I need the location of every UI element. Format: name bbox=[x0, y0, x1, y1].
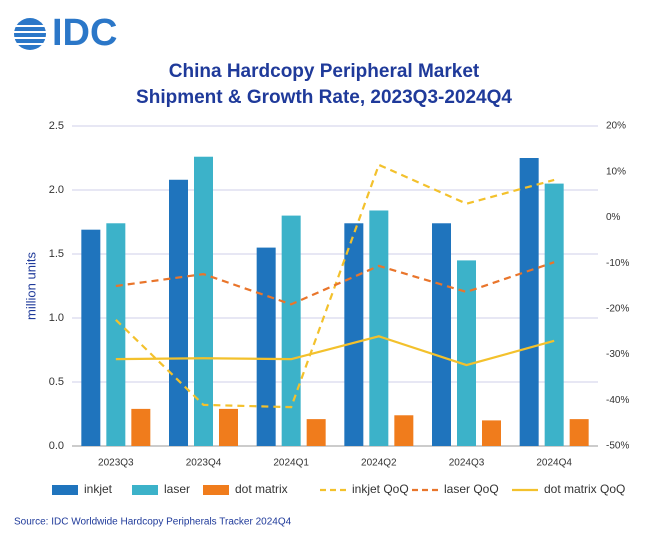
x-tick-label: 2024Q4 bbox=[536, 458, 572, 469]
bar bbox=[81, 229, 101, 446]
legend-label: inkjet bbox=[84, 482, 113, 496]
bar bbox=[256, 247, 276, 446]
logo-text: IDC bbox=[52, 12, 117, 54]
source: Source: IDC Worldwide Hardcopy Periphera… bbox=[14, 517, 292, 528]
y-tick-label: 1.5 bbox=[49, 248, 64, 260]
chart-title: China Hardcopy Peripheral Market bbox=[169, 61, 480, 82]
bar bbox=[194, 156, 213, 446]
y-tick-label: 2.5 bbox=[49, 120, 64, 132]
x-tick-label: 2024Q1 bbox=[273, 458, 309, 469]
y2-tick-label: 10% bbox=[606, 166, 626, 177]
y-tick-label: 2.0 bbox=[49, 184, 64, 196]
y-tick-label: 0.0 bbox=[49, 440, 64, 452]
line bbox=[115, 261, 555, 306]
legend-swatch bbox=[132, 485, 158, 495]
legend-swatch bbox=[203, 485, 229, 495]
x-tick-label: 2024Q2 bbox=[361, 458, 397, 469]
logo-globe bbox=[14, 18, 46, 50]
y2-tick-label: -30% bbox=[606, 349, 629, 360]
line bbox=[115, 335, 555, 367]
bar bbox=[544, 183, 564, 446]
y2-tick-label: -40% bbox=[606, 395, 629, 406]
y2-tick-label: 0% bbox=[606, 212, 621, 223]
y2-tick-label: 20% bbox=[606, 121, 626, 132]
bar bbox=[482, 420, 501, 446]
legend-label: dot matrix QoQ bbox=[544, 482, 625, 496]
legend-label: dot matrix bbox=[235, 482, 288, 496]
bar bbox=[106, 223, 126, 446]
bar bbox=[519, 158, 539, 446]
y2-tick-label: -10% bbox=[606, 258, 629, 269]
bar bbox=[306, 419, 326, 446]
legend-swatch bbox=[52, 485, 78, 495]
bar bbox=[281, 215, 301, 446]
legend-label: laser bbox=[164, 482, 190, 496]
bar bbox=[432, 223, 451, 446]
bar bbox=[344, 223, 364, 446]
legend-label: inkjet QoQ bbox=[352, 482, 409, 496]
x-tick-label: 2023Q4 bbox=[186, 458, 222, 469]
y-axis-label: million units bbox=[23, 252, 38, 320]
chart-subtitle: Shipment & Growth Rate, 2023Q3-2024Q4 bbox=[136, 87, 512, 108]
bar bbox=[394, 415, 414, 446]
bar bbox=[369, 210, 389, 446]
bar bbox=[569, 419, 589, 446]
bar bbox=[131, 408, 151, 446]
bar bbox=[169, 179, 188, 446]
x-tick-label: 2023Q3 bbox=[98, 458, 134, 469]
legend-label: laser QoQ bbox=[444, 482, 499, 496]
y-tick-label: 1.0 bbox=[49, 312, 64, 324]
y-tick-label: 0.5 bbox=[49, 376, 64, 388]
y2-tick-label: -20% bbox=[606, 303, 629, 314]
x-tick-label: 2024Q3 bbox=[449, 458, 485, 469]
bar bbox=[219, 408, 238, 446]
bar bbox=[457, 260, 476, 446]
y2-tick-label: -50% bbox=[606, 441, 629, 452]
